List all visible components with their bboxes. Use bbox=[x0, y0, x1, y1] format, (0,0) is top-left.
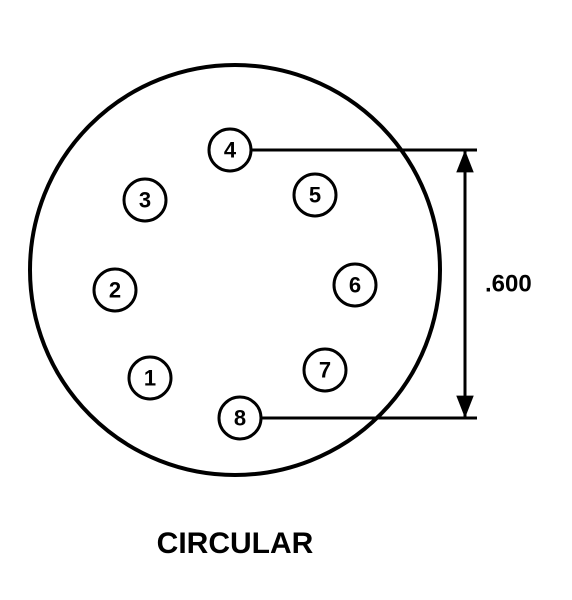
pin-label-5: 5 bbox=[309, 183, 321, 208]
pin-label-7: 7 bbox=[319, 358, 331, 383]
pin-label-4: 4 bbox=[224, 138, 237, 163]
pin-label-3: 3 bbox=[139, 188, 151, 213]
pin-label-2: 2 bbox=[109, 278, 121, 303]
dimension-label: .600 bbox=[485, 271, 532, 298]
circular-pin-diagram: 1 2 3 4 5 6 7 8 .600 CIRCULAR bbox=[0, 0, 572, 600]
diagram-background bbox=[0, 0, 572, 600]
pin-label-1: 1 bbox=[144, 366, 156, 391]
diagram-title: CIRCULAR bbox=[157, 527, 314, 560]
pin-label-8: 8 bbox=[234, 406, 246, 431]
pin-label-6: 6 bbox=[349, 273, 361, 298]
